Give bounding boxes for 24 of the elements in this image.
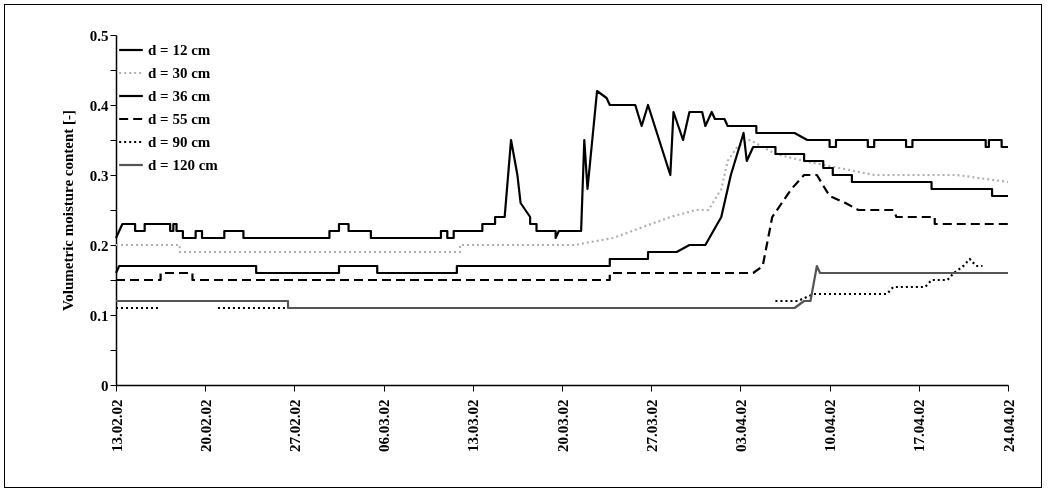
y-tick-label: 0.4 [89, 97, 109, 114]
legend-label: d = 12 cm [148, 42, 211, 58]
y-tick-label: 0.5 [89, 27, 109, 44]
legend-label: d = 120 cm [148, 157, 219, 173]
x-tick-label: 13.02.02 [108, 399, 125, 452]
x-tick-label: 03.04.02 [732, 399, 749, 452]
x-tick-label: 24.04.02 [1000, 399, 1017, 452]
legend-label: d = 36 cm [148, 88, 211, 104]
x-tick-label: 20.03.02 [554, 399, 571, 452]
x-tick-label: 10.04.02 [822, 399, 839, 452]
x-tick-label: 06.03.02 [376, 399, 393, 452]
legend-label: d = 90 cm [148, 134, 211, 150]
y-tick-label: 0.3 [89, 167, 109, 184]
legend-label: d = 55 cm [148, 111, 211, 127]
legend-label: d = 30 cm [148, 65, 211, 81]
x-tick-label: 27.02.02 [286, 399, 303, 452]
y-tick-label: 0 [101, 377, 109, 394]
x-tick-label: 17.04.02 [911, 399, 928, 452]
x-tick-label: 20.02.02 [197, 399, 214, 452]
x-tick-label: 27.03.02 [643, 399, 660, 452]
y-tick-label: 0.1 [89, 307, 109, 324]
x-tick-label: 13.03.02 [465, 399, 482, 452]
y-tick-label: 0.2 [89, 237, 109, 254]
y-axis-title: Volumetric moisture content [-] [59, 109, 76, 312]
